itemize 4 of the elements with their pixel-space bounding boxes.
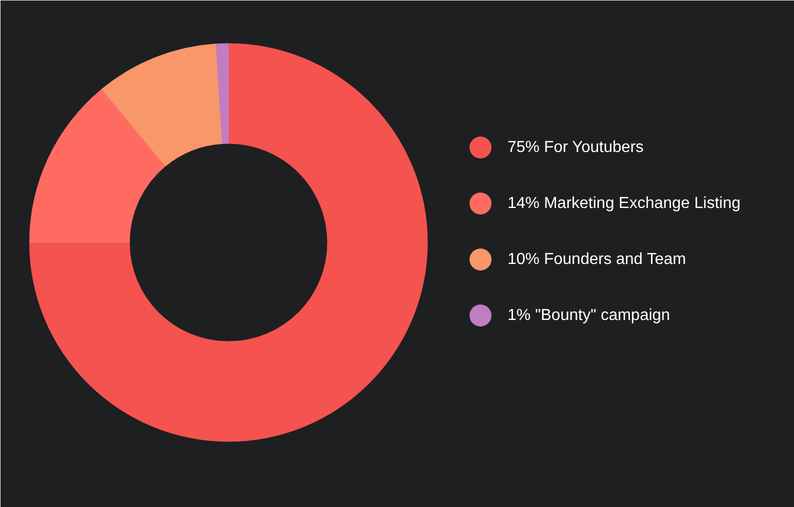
legend-label: 14% Marketing Exchange Listing [508, 195, 741, 212]
legend-label: 1% "Bounty" campaign [508, 307, 670, 324]
legend-label: 10% Founders and Team [508, 251, 686, 268]
legend-label: 75% For Youtubers [508, 139, 644, 156]
